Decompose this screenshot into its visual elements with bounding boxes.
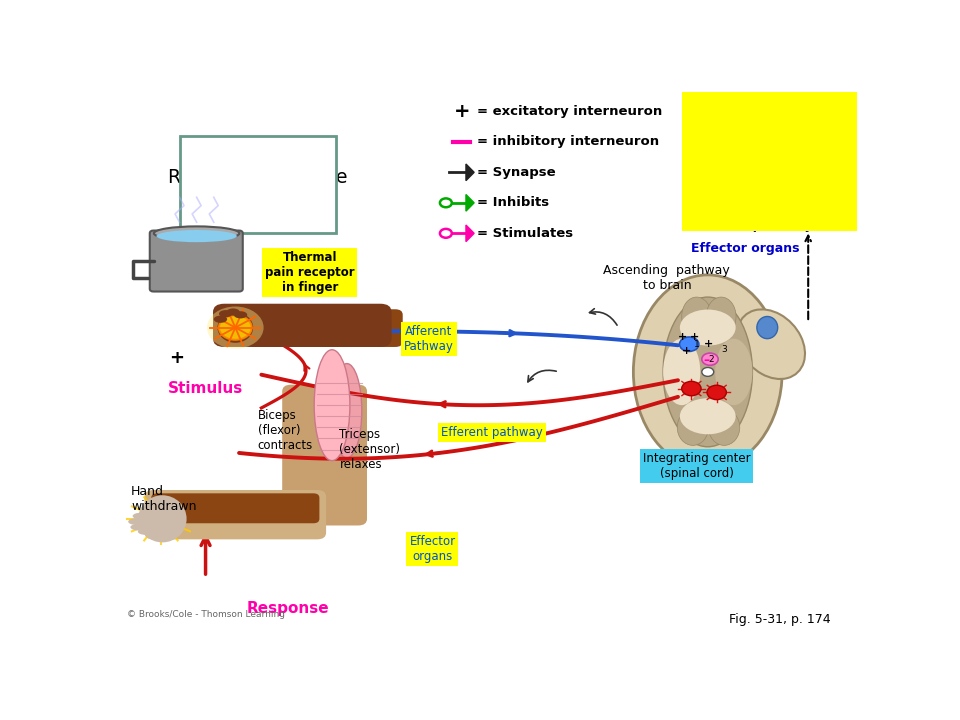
Text: +: + — [704, 338, 713, 348]
Circle shape — [702, 353, 718, 365]
Text: Thermal
pain receptor
in finger: Thermal pain receptor in finger — [265, 251, 354, 294]
Circle shape — [219, 315, 252, 340]
Ellipse shape — [138, 528, 155, 535]
Polygon shape — [466, 225, 474, 242]
Circle shape — [682, 382, 701, 396]
Ellipse shape — [218, 312, 253, 343]
Ellipse shape — [227, 308, 240, 315]
Ellipse shape — [131, 524, 147, 531]
Polygon shape — [466, 164, 474, 181]
Text: Hand
withdrawn: Hand withdrawn — [132, 485, 197, 513]
Ellipse shape — [634, 275, 782, 469]
Text: Integrating center: Integrating center — [691, 196, 820, 209]
Text: Efferent pathway: Efferent pathway — [442, 426, 542, 439]
Text: Components of a
reflex arc: Components of a reflex arc — [691, 106, 818, 135]
Ellipse shape — [663, 338, 701, 405]
Text: +: + — [678, 332, 687, 342]
Text: Effector
organs: Effector organs — [409, 536, 456, 563]
Ellipse shape — [146, 530, 162, 536]
Ellipse shape — [132, 513, 149, 519]
Text: Integrating center
(spinal cord): Integrating center (spinal cord) — [643, 452, 751, 480]
Text: Receptor: Receptor — [691, 149, 755, 162]
Ellipse shape — [707, 297, 736, 336]
Text: Effector organs: Effector organs — [691, 242, 800, 255]
Text: = inhibitory interneuron: = inhibitory interneuron — [477, 135, 660, 148]
Ellipse shape — [680, 398, 735, 434]
Ellipse shape — [154, 226, 239, 240]
Circle shape — [680, 337, 699, 351]
Text: +: + — [689, 332, 699, 342]
Circle shape — [707, 385, 727, 400]
FancyBboxPatch shape — [213, 304, 392, 347]
Circle shape — [140, 503, 181, 534]
FancyBboxPatch shape — [152, 493, 320, 523]
Text: +: + — [454, 102, 470, 121]
Ellipse shape — [138, 495, 186, 542]
Text: Efferent pathway: Efferent pathway — [691, 219, 813, 232]
Text: Triceps
(extensor)
relaxes: Triceps (extensor) relaxes — [340, 428, 400, 471]
Text: Afferent pathway: Afferent pathway — [691, 172, 814, 185]
Text: 2: 2 — [708, 355, 714, 364]
Circle shape — [702, 367, 713, 377]
FancyBboxPatch shape — [145, 490, 326, 539]
Ellipse shape — [737, 310, 805, 379]
Ellipse shape — [677, 410, 708, 446]
Ellipse shape — [708, 410, 740, 446]
Ellipse shape — [756, 317, 778, 338]
Ellipse shape — [219, 310, 232, 318]
Text: Reflex arc example: Reflex arc example — [168, 168, 348, 187]
Text: Afferent
Pathway: Afferent Pathway — [404, 325, 454, 353]
Text: = excitatory interneuron: = excitatory interneuron — [477, 105, 662, 118]
Ellipse shape — [214, 315, 228, 323]
Ellipse shape — [314, 350, 349, 461]
FancyBboxPatch shape — [282, 384, 367, 526]
Ellipse shape — [332, 364, 362, 458]
Ellipse shape — [234, 311, 248, 318]
Text: withdrawal reflex: withdrawal reflex — [206, 199, 309, 212]
Text: = Inhibits: = Inhibits — [477, 197, 549, 210]
Text: +: + — [683, 346, 691, 356]
Text: = Stimulates: = Stimulates — [477, 227, 573, 240]
Ellipse shape — [715, 338, 753, 405]
Text: Ascending  pathway
to brain: Ascending pathway to brain — [604, 264, 731, 292]
Circle shape — [207, 307, 264, 348]
Text: Stimulus: Stimulus — [168, 381, 244, 396]
Text: +: + — [169, 349, 184, 367]
FancyBboxPatch shape — [150, 230, 243, 292]
Ellipse shape — [682, 297, 711, 336]
FancyBboxPatch shape — [180, 136, 336, 233]
Polygon shape — [466, 194, 474, 211]
Ellipse shape — [680, 310, 735, 346]
FancyBboxPatch shape — [682, 92, 856, 230]
Text: Response: Response — [247, 601, 329, 616]
Text: 1: 1 — [694, 340, 700, 348]
Ellipse shape — [156, 230, 237, 242]
FancyBboxPatch shape — [247, 310, 403, 347]
Text: –: – — [704, 354, 709, 367]
Text: © Brooks/Cole - Thomson Learning: © Brooks/Cole - Thomson Learning — [128, 610, 285, 618]
Text: Biceps
(flexor)
contracts: Biceps (flexor) contracts — [257, 409, 313, 451]
Text: Fig. 5-31, p. 174: Fig. 5-31, p. 174 — [729, 613, 830, 626]
Ellipse shape — [663, 297, 753, 446]
Ellipse shape — [129, 518, 145, 525]
Text: = Synapse: = Synapse — [477, 166, 556, 179]
Text: 3: 3 — [721, 345, 727, 354]
